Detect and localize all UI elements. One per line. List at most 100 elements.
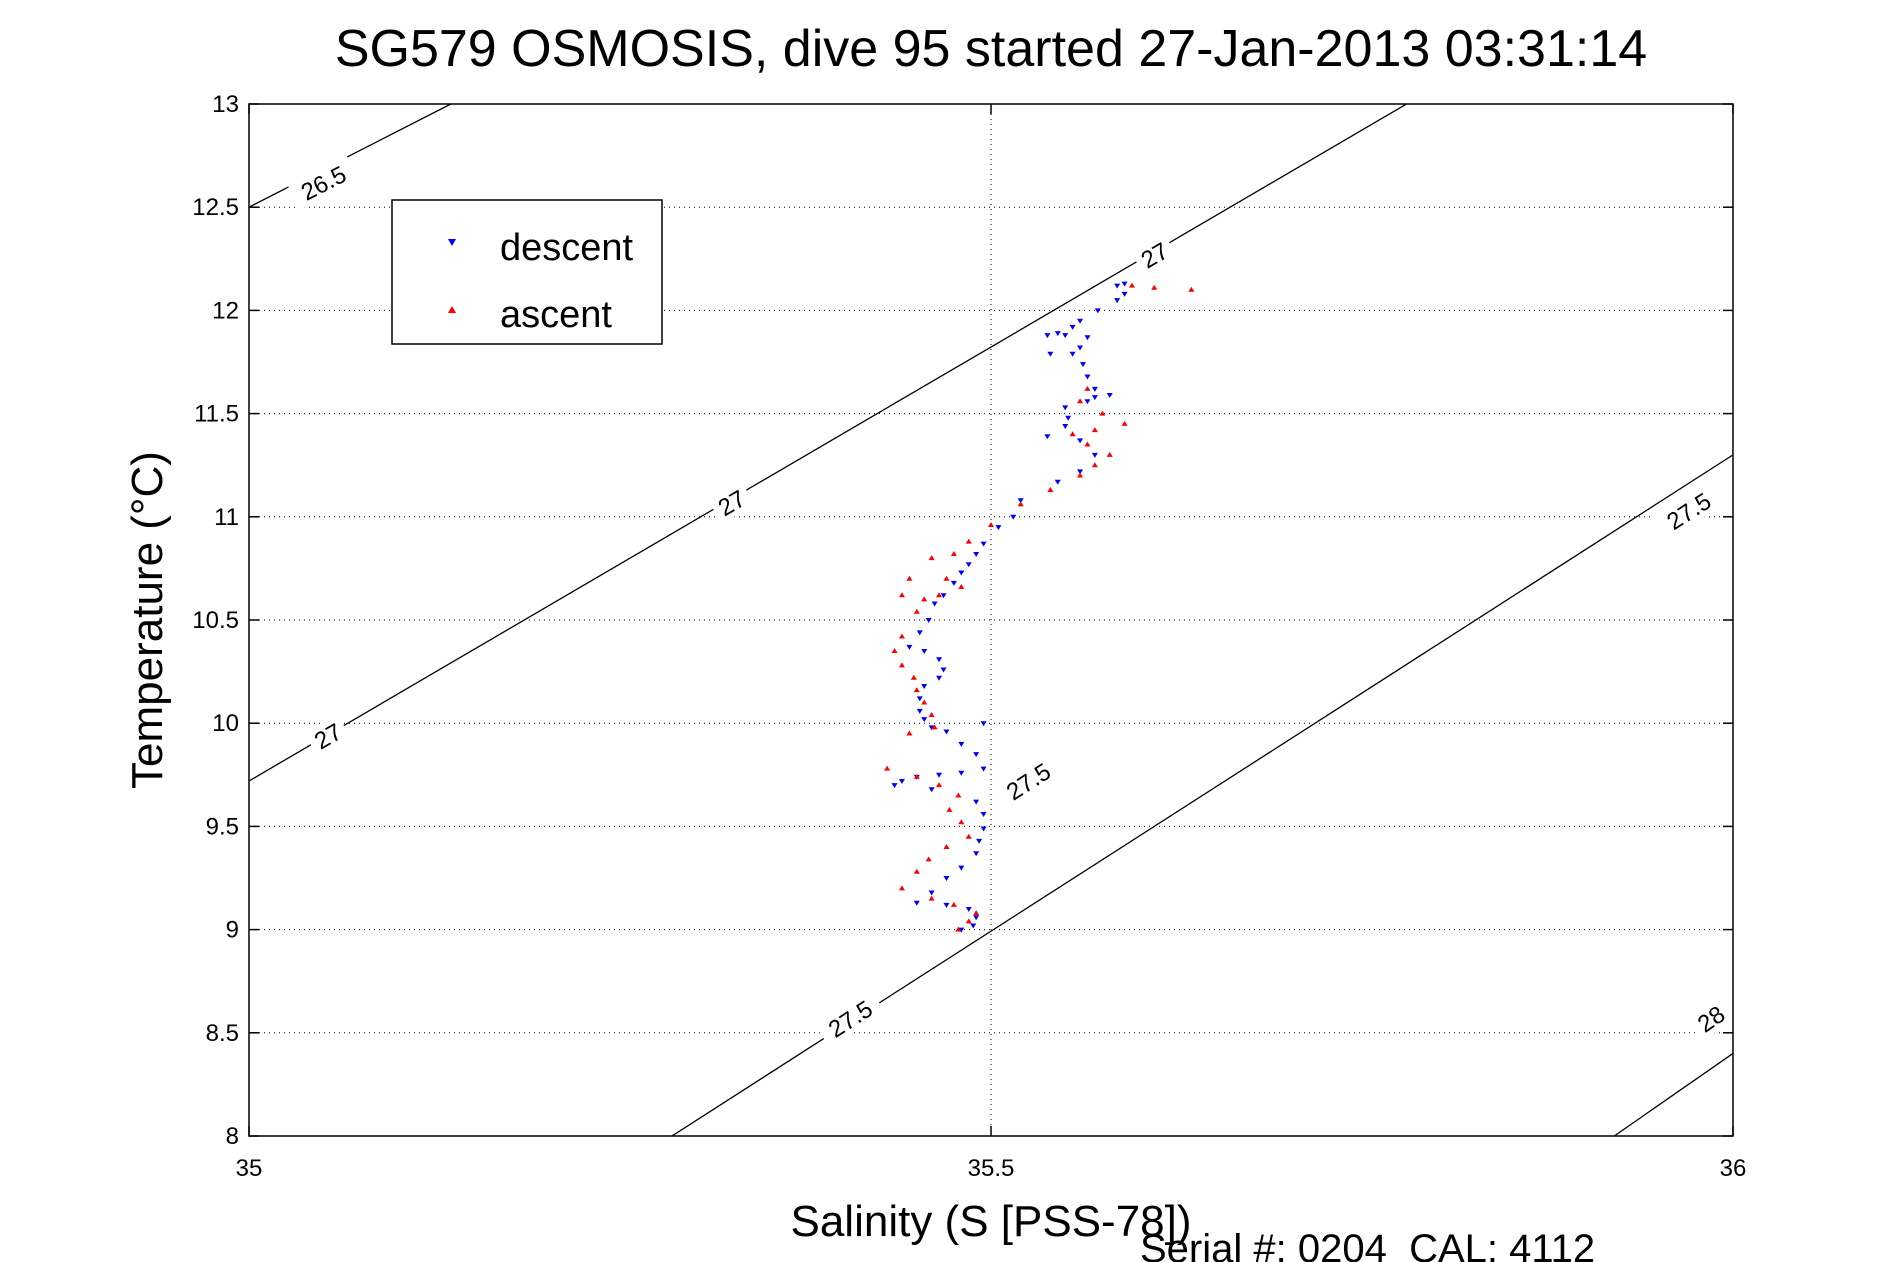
contour-label-bg — [304, 713, 352, 758]
descent-point — [965, 562, 972, 568]
descent-point — [931, 601, 938, 607]
ascent-point — [928, 555, 935, 561]
descent-point — [1065, 415, 1072, 421]
ascent-point — [1047, 486, 1054, 492]
ascent-point — [910, 674, 917, 680]
legend-descent-label: descent — [500, 227, 634, 269]
ascent-point — [913, 608, 920, 614]
ascent-point — [965, 918, 972, 924]
y-tick-label: 10.5 — [192, 607, 239, 634]
ascent-point — [943, 844, 950, 850]
ascent-point — [1091, 462, 1098, 468]
x-tick-label: 36 — [1720, 1155, 1747, 1182]
contour-line-26-5 — [249, 104, 452, 208]
descent-point — [973, 551, 980, 557]
y-tick-label: 9 — [226, 917, 239, 944]
contour-label-bg — [1687, 996, 1735, 1041]
descent-point — [976, 838, 983, 844]
y-tick-label: 10 — [212, 710, 239, 737]
ascent-point — [1084, 441, 1091, 447]
descent-point — [1114, 283, 1121, 289]
descent-point — [1084, 374, 1091, 380]
ascent-point — [913, 687, 920, 693]
descent-point — [1091, 395, 1098, 401]
descent-point — [1121, 291, 1128, 297]
descent-point — [1054, 479, 1061, 485]
descent-point — [995, 525, 1002, 531]
descent-point — [1084, 335, 1091, 341]
ascent-point — [958, 583, 965, 589]
descent-point — [936, 675, 943, 681]
descent-point — [1077, 438, 1084, 444]
descent-point — [906, 644, 913, 650]
descent-point — [958, 865, 965, 871]
descent-point — [940, 593, 947, 599]
ascent-point — [898, 633, 905, 639]
descent-point — [1044, 333, 1051, 339]
descent-point — [1091, 386, 1098, 392]
grid — [249, 104, 1733, 1136]
ascent-point — [936, 782, 943, 788]
contour-label: 27 — [707, 480, 755, 525]
descent-point — [980, 766, 987, 772]
descent-point — [940, 667, 947, 673]
x-axis-ticks: 35 35.5 36 — [236, 104, 1747, 1182]
descent-point — [1047, 351, 1054, 357]
ascent-point — [906, 730, 913, 736]
y-tick-label: 8 — [226, 1123, 239, 1150]
y-tick-label: 11.5 — [194, 401, 239, 428]
descent-point — [973, 752, 980, 758]
ascent-point — [898, 592, 905, 598]
descent-point — [958, 741, 965, 747]
descent-point — [1062, 405, 1069, 411]
y-tick-label: 12.5 — [192, 194, 239, 221]
contour-label-bg — [992, 751, 1064, 811]
ascent-point — [884, 765, 891, 771]
data-points — [884, 281, 1195, 933]
descent-point — [980, 721, 987, 727]
ascent-point — [1128, 282, 1135, 288]
ascent-point — [1077, 472, 1084, 478]
y-axis-label: Temperature (°C) — [123, 451, 172, 789]
contour-label: 28 — [1687, 996, 1735, 1041]
ascent-point — [950, 550, 957, 556]
descent-point — [1091, 452, 1098, 458]
ascent-point — [928, 895, 935, 901]
descent-point — [943, 876, 950, 881]
ascent-point — [898, 885, 905, 891]
ascent-point — [925, 856, 932, 862]
ascent-point — [898, 662, 905, 668]
descent-point — [928, 787, 935, 793]
descent-point — [1069, 351, 1076, 357]
descent-point — [973, 915, 980, 921]
descent-point — [958, 927, 965, 933]
descent-point — [980, 812, 987, 818]
descent-point — [921, 717, 928, 723]
descent-point — [1106, 393, 1113, 399]
descent-point — [980, 541, 987, 547]
ascent-point — [965, 538, 972, 544]
contour-label-bg — [1130, 232, 1178, 277]
ascent-point — [921, 596, 928, 602]
ascent-point — [943, 575, 950, 581]
descent-point — [936, 772, 943, 778]
descent-point — [1077, 318, 1084, 324]
descent-point — [1077, 345, 1084, 351]
descent-point — [1062, 423, 1069, 429]
descent-point — [958, 770, 965, 776]
descent-point — [1044, 434, 1051, 440]
descent-point — [1084, 399, 1091, 405]
descent-point — [943, 729, 950, 735]
ascent-point — [946, 806, 953, 812]
ascent-point — [906, 575, 913, 581]
y-tick-label: 11 — [214, 504, 239, 531]
legend: descent ascent — [391, 199, 663, 345]
descent-point — [925, 618, 932, 623]
descent-point — [936, 657, 943, 663]
ascent-point — [913, 773, 920, 779]
legend-descent-marker — [448, 239, 456, 246]
y-tick-label: 12 — [212, 297, 239, 324]
contour-label: 27.5 — [814, 988, 886, 1048]
x-tick-label: 35 — [236, 1155, 263, 1182]
